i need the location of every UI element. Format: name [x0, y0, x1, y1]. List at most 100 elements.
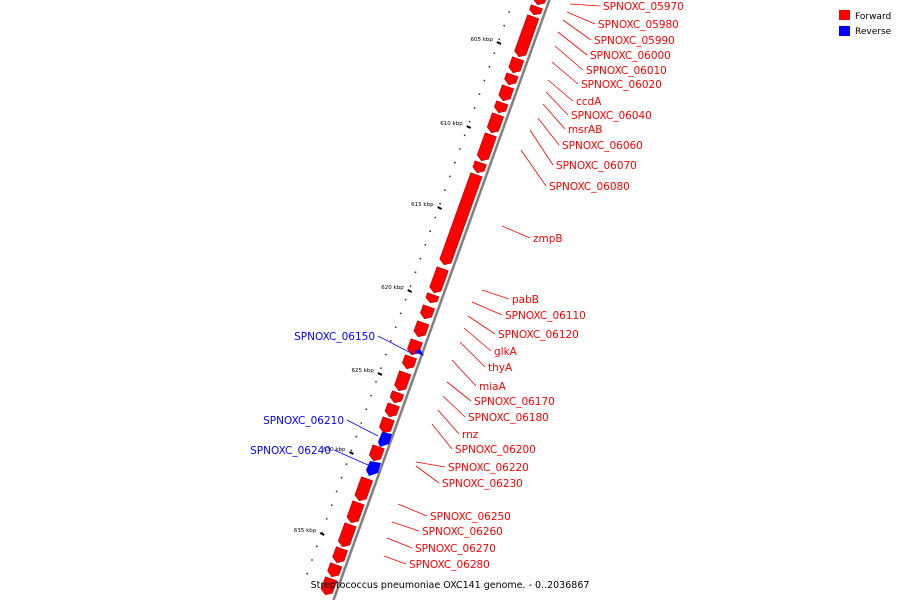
- forward-gene: [389, 390, 405, 404]
- forward-gene: [420, 304, 435, 320]
- leader-line: [569, 3, 601, 7]
- major-tick: [496, 41, 502, 45]
- gene-label-forward: msrAB: [568, 124, 602, 136]
- genome-caption: Streptococcus pneumoniae OXC141 genome. …: [311, 580, 590, 591]
- forward-gene: [508, 56, 525, 74]
- minor-tick: [414, 271, 417, 274]
- major-tick: [319, 532, 325, 536]
- gene-label-forward: SPNOXC_06260: [422, 526, 503, 538]
- gene-label-forward: SPNOXC_05970: [603, 1, 684, 13]
- forward-gene: [379, 416, 395, 434]
- gene-label-forward: SPNOXC_06000: [590, 50, 671, 62]
- gene-label-forward: ccdA: [576, 96, 602, 108]
- gene-label-forward: SPNOXC_06070: [556, 160, 637, 172]
- gene-label-forward: pabB: [512, 294, 539, 306]
- minor-tick: [473, 107, 476, 109]
- genome-backbone: [332, 0, 551, 600]
- minor-tick: [311, 559, 313, 561]
- tick-label: 615 kbp: [411, 202, 434, 208]
- minor-tick: [325, 518, 328, 520]
- minor-tick: [350, 449, 353, 452]
- major-tick: [377, 372, 383, 376]
- tick-label: 620 kbp: [381, 285, 404, 291]
- leader-line: [415, 461, 446, 468]
- leader-line: [562, 19, 592, 41]
- minor-tick: [424, 244, 427, 246]
- forward-gene: [529, 4, 543, 16]
- leader-line: [551, 61, 579, 85]
- forward-gene: [498, 84, 515, 102]
- gene-label-forward: SPNOXC_06280: [409, 559, 490, 571]
- gene-label-forward: SPNOXC_06250: [430, 511, 511, 523]
- gene-label-forward: SPNOXC_06020: [581, 79, 662, 91]
- minor-tick: [345, 463, 348, 465]
- leader-line: [437, 409, 460, 435]
- leader-line: [566, 11, 596, 25]
- minor-tick: [316, 545, 318, 548]
- legend-label-forward: Forward: [855, 12, 891, 22]
- minor-tick: [444, 189, 446, 192]
- minor-tick: [458, 148, 461, 150]
- minor-tick: [330, 504, 333, 507]
- minor-tick: [365, 408, 368, 411]
- gene-label-forward: SPNOXC_06270: [415, 543, 496, 555]
- gene-label-forward: SPNOXC_06080: [549, 181, 630, 193]
- forward-gene: [472, 160, 487, 174]
- gene-label-reverse: SPNOXC_06210: [263, 415, 344, 427]
- minor-tick: [488, 65, 491, 68]
- leader-line: [547, 79, 574, 102]
- minor-tick: [439, 202, 441, 205]
- forward-gene: [425, 292, 440, 304]
- minor-tick: [404, 298, 407, 301]
- gene-label-forward: SPNOXC_06010: [586, 65, 667, 77]
- minor-tick: [370, 394, 372, 397]
- minor-tick: [419, 257, 422, 260]
- forward-gene: [337, 522, 357, 548]
- reverse-gene: [378, 432, 392, 447]
- gene-label-forward: glkA: [494, 346, 518, 358]
- tick-label: 605 kbp: [470, 37, 493, 43]
- reverse-gene: [414, 349, 424, 356]
- minor-tick: [468, 120, 471, 123]
- minor-tick: [483, 79, 486, 82]
- leader-line: [451, 359, 477, 387]
- major-tick: [437, 206, 443, 210]
- leader-line: [346, 419, 379, 437]
- tick-label: 635 kbp: [294, 528, 317, 534]
- legend-swatch-forward: [839, 10, 850, 20]
- leader-line: [481, 289, 510, 300]
- gene-label-forward: miaA: [479, 381, 507, 393]
- forward-gene: [346, 500, 365, 524]
- minor-tick: [498, 38, 501, 41]
- forward-gene: [514, 14, 540, 58]
- forward-gene: [320, 576, 338, 596]
- forward-gene: [429, 266, 449, 294]
- reverse-gene: [366, 461, 381, 476]
- leader-line: [446, 381, 472, 402]
- gene-label-forward: SPNOXC_06040: [571, 110, 652, 122]
- gene-label-forward: SPNOXC_05990: [594, 35, 675, 47]
- gene-label-forward: SPNOXC_06230: [442, 478, 523, 490]
- legend-label-reverse: Reverse: [855, 27, 892, 37]
- gene-label-forward: SPNOXC_06120: [498, 329, 579, 341]
- forward-gene: [402, 354, 417, 370]
- minor-tick: [434, 216, 437, 219]
- minor-tick: [335, 490, 338, 493]
- forward-gene: [494, 100, 509, 114]
- genes-layer: [320, 0, 547, 596]
- minor-tick: [375, 381, 377, 383]
- leader-line: [467, 315, 496, 335]
- minor-tick: [454, 161, 456, 164]
- gene-label-forward: SPNOXC_06170: [474, 396, 555, 408]
- leader-line: [333, 449, 369, 466]
- forward-gene: [486, 112, 505, 134]
- minor-tick: [493, 52, 496, 54]
- leader-line: [459, 341, 486, 368]
- forward-gene: [533, 0, 547, 6]
- leader-line: [557, 31, 588, 56]
- tick-label: 610 kbp: [440, 121, 463, 127]
- minor-tick: [306, 572, 308, 575]
- minor-tick: [478, 93, 481, 96]
